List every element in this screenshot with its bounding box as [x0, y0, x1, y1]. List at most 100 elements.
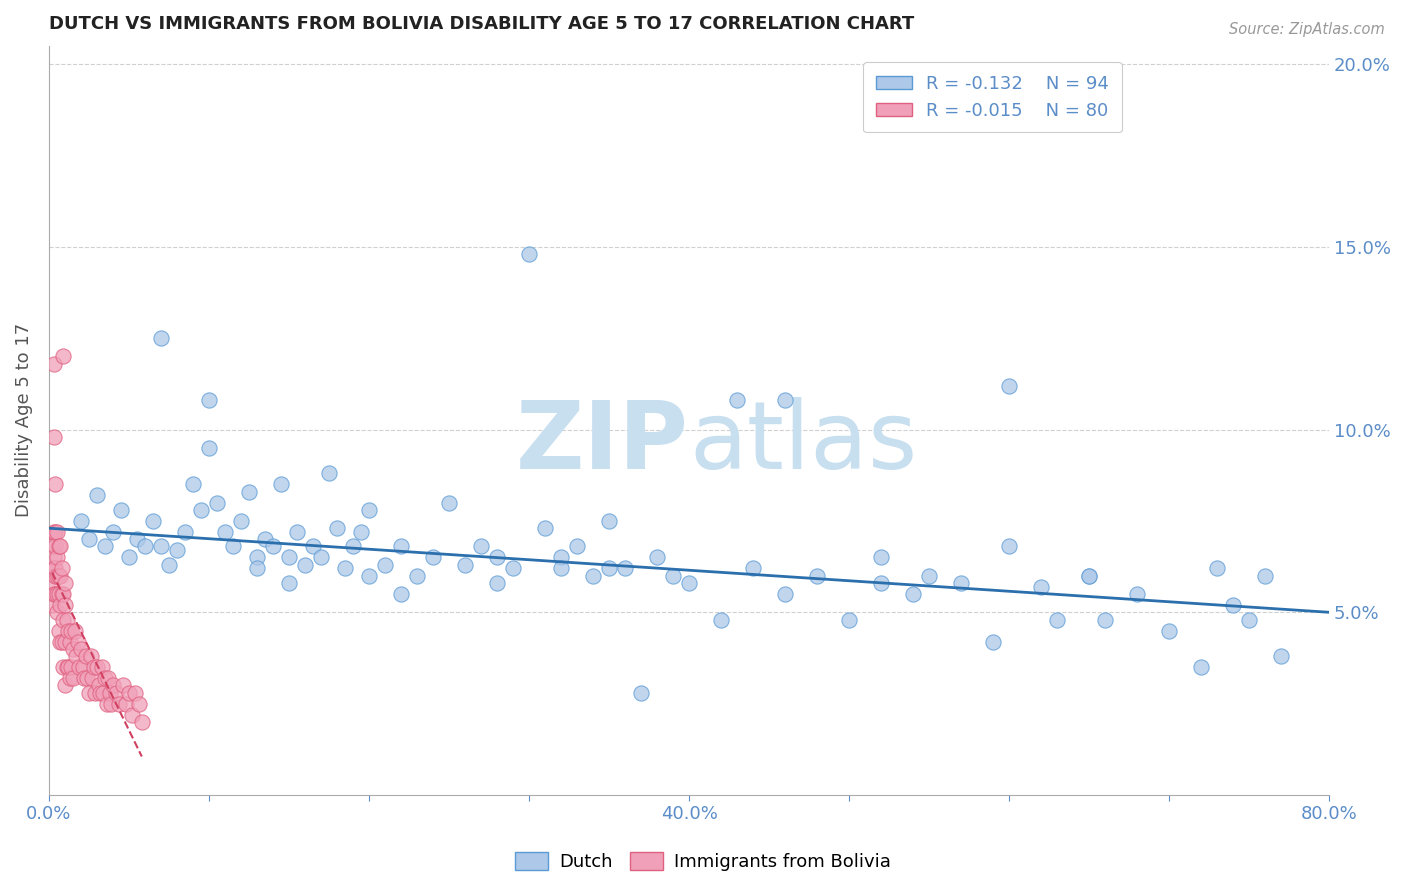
Point — [84, 686, 107, 700]
Point — [502, 561, 524, 575]
Point — [773, 587, 796, 601]
Point — [773, 393, 796, 408]
Point — [470, 540, 492, 554]
Point — [262, 540, 284, 554]
Point — [94, 671, 117, 685]
Point — [422, 550, 444, 565]
Point — [44, 587, 66, 601]
Point — [46, 524, 69, 539]
Point — [870, 550, 893, 565]
Point — [190, 503, 212, 517]
Point — [486, 576, 509, 591]
Point — [93, 686, 115, 700]
Point — [998, 540, 1021, 554]
Point — [710, 613, 733, 627]
Point — [486, 550, 509, 565]
Point — [46, 587, 69, 601]
Point — [1078, 568, 1101, 582]
Point — [49, 540, 72, 554]
Point — [46, 568, 69, 582]
Point — [517, 247, 540, 261]
Point — [174, 524, 197, 539]
Point — [42, 587, 65, 601]
Text: ZIP: ZIP — [516, 397, 689, 489]
Point — [725, 393, 748, 408]
Point — [1029, 580, 1052, 594]
Point — [246, 561, 269, 575]
Point — [582, 568, 605, 582]
Point — [101, 678, 124, 692]
Point — [534, 521, 557, 535]
Point — [62, 641, 84, 656]
Point — [309, 550, 332, 565]
Point — [55, 613, 77, 627]
Point — [83, 660, 105, 674]
Point — [598, 561, 620, 575]
Point — [149, 540, 172, 554]
Point — [75, 649, 97, 664]
Point — [149, 331, 172, 345]
Point — [662, 568, 685, 582]
Text: atlas: atlas — [689, 397, 917, 489]
Point — [52, 350, 75, 364]
Point — [357, 568, 380, 582]
Point — [51, 561, 73, 575]
Point — [374, 558, 396, 572]
Point — [52, 613, 75, 627]
Point — [101, 524, 124, 539]
Point — [51, 587, 73, 601]
Point — [357, 503, 380, 517]
Point — [806, 568, 828, 582]
Point — [41, 598, 63, 612]
Legend: Dutch, Immigrants from Bolivia: Dutch, Immigrants from Bolivia — [508, 845, 898, 879]
Point — [302, 540, 325, 554]
Point — [318, 467, 340, 481]
Y-axis label: Disability Age 5 to 17: Disability Age 5 to 17 — [15, 323, 32, 517]
Point — [142, 514, 165, 528]
Point — [44, 540, 66, 554]
Point — [598, 514, 620, 528]
Point — [157, 558, 180, 572]
Point — [70, 641, 93, 656]
Point — [96, 697, 118, 711]
Point — [48, 624, 70, 638]
Point — [238, 484, 260, 499]
Legend: R = -0.132    N = 94, R = -0.015    N = 80: R = -0.132 N = 94, R = -0.015 N = 80 — [863, 62, 1122, 133]
Point — [222, 540, 245, 554]
Point — [48, 587, 70, 601]
Point — [55, 660, 77, 674]
Point — [118, 550, 141, 565]
Point — [67, 660, 90, 674]
Point — [742, 561, 765, 575]
Point — [51, 634, 73, 648]
Point — [550, 550, 572, 565]
Point — [389, 587, 412, 601]
Point — [86, 660, 108, 674]
Point — [901, 587, 924, 601]
Point — [56, 660, 79, 674]
Point — [181, 477, 204, 491]
Point — [49, 568, 72, 582]
Point — [118, 686, 141, 700]
Point — [131, 714, 153, 729]
Point — [981, 634, 1004, 648]
Point — [550, 561, 572, 575]
Point — [89, 686, 111, 700]
Point — [246, 550, 269, 565]
Point — [950, 576, 973, 591]
Point — [214, 524, 236, 539]
Point — [46, 605, 69, 619]
Point — [73, 671, 96, 685]
Point — [326, 521, 349, 535]
Point — [59, 671, 82, 685]
Point — [110, 503, 132, 517]
Point — [72, 660, 94, 674]
Point — [389, 540, 412, 554]
Point — [870, 576, 893, 591]
Point — [42, 550, 65, 565]
Point — [44, 561, 66, 575]
Point — [565, 540, 588, 554]
Point — [60, 624, 83, 638]
Point — [65, 649, 87, 664]
Point — [134, 540, 156, 554]
